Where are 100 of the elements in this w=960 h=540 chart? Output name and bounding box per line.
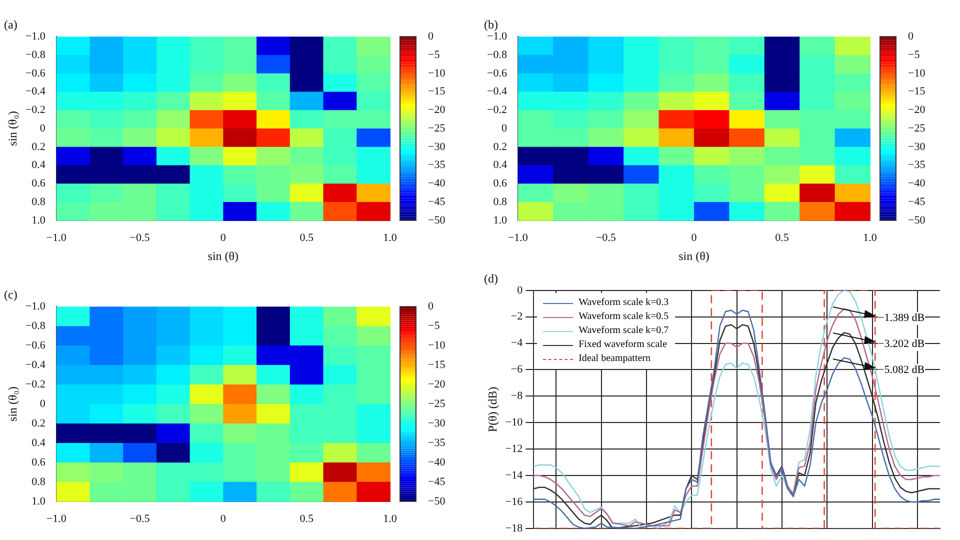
annotation: −5.082 dB: [878, 364, 925, 378]
x-tick-label: −0.5: [130, 232, 150, 244]
color-bar-label: −45: [428, 476, 446, 488]
y-tick-label: 1.0: [32, 495, 46, 508]
y-tick-label: 1.0: [493, 214, 508, 226]
color-bar-label: −10: [428, 67, 446, 80]
color-bar-label: −5: [428, 48, 440, 61]
legend-label: Fixed waveform scale: [578, 338, 667, 352]
y-tick-label: 0.2: [493, 140, 507, 153]
x-tick-label: −0.5: [130, 512, 150, 525]
y-tick-label: −18: [505, 522, 524, 534]
annotation: −1.389 dB: [878, 312, 925, 325]
y-tick-label: −12: [505, 442, 523, 455]
color-bar-label: −25: [428, 122, 446, 134]
y-tick-label: −0.4: [25, 86, 46, 98]
y-tick-label: −8: [510, 390, 524, 402]
y-tick-label: 0.6: [32, 456, 46, 468]
y-tick-label: −16: [505, 496, 524, 508]
x-axis-title: sin (θ): [678, 248, 710, 263]
y-tick-label: −0.8: [25, 48, 46, 61]
color-bar-label: −50: [428, 495, 446, 508]
y-tick-label: 0.4: [493, 159, 508, 172]
y-tick-label: 0: [501, 122, 508, 134]
chart-title: (b): [484, 18, 498, 32]
color-bar-label: −35: [428, 159, 446, 172]
y-tick-label: −14: [505, 469, 524, 482]
y-tick-label: −0.8: [486, 48, 508, 61]
color-bar-label: −50: [908, 214, 926, 226]
y-tick-label: −10: [505, 416, 524, 429]
y-tick-label: −0.6: [486, 67, 508, 80]
y-tick-label: −1.0: [486, 30, 508, 42]
y-tick-label: 0.2: [32, 417, 46, 430]
y-tick-label: 0.4: [32, 159, 46, 172]
y-tick-label: 0.6: [32, 178, 46, 190]
color-bar-label: −45: [428, 196, 446, 208]
y-tick-label: −0.6: [25, 339, 46, 352]
y-tick-label: −0.4: [486, 86, 508, 98]
x-tick-label: 0.5: [300, 512, 314, 525]
x-tick-label: 1.0: [383, 512, 398, 525]
color-bar-label: −30: [428, 140, 446, 153]
x-tick-label: 0: [691, 232, 698, 244]
x-tick-label: 0.5: [775, 232, 790, 244]
y-tick-label: −0.2: [486, 104, 507, 116]
y-tick-label: −0.6: [25, 67, 46, 80]
color-bar-label: −5: [908, 48, 920, 61]
annotation: −3.202 dB: [878, 338, 925, 351]
y-axis-title: P(θ) (dB): [485, 386, 500, 432]
color-bar-label: −15: [908, 86, 926, 98]
legend-label: Waveform scale k=0.3: [578, 296, 669, 310]
x-tick-label: 1.0: [383, 232, 398, 244]
y-tick-label: 0: [40, 398, 46, 410]
color-bar-label: −10: [908, 67, 926, 80]
y-tick-label: 0.4: [32, 436, 46, 449]
y-tick-label: 0.8: [32, 476, 46, 488]
y-tick-label: 1.0: [32, 214, 46, 226]
color-bar-label: −45: [908, 196, 926, 208]
y-axis-title: sin (θ₀): [5, 386, 20, 422]
color-bar-label: −50: [428, 214, 446, 226]
color-bar-label: −35: [428, 436, 446, 449]
x-tick-label: 0.5: [300, 232, 314, 244]
color-bar-label: −30: [428, 417, 446, 430]
color-bar-label: −20: [428, 378, 446, 390]
y-tick-label: 0: [517, 284, 524, 296]
y-tick-label: −0.2: [25, 104, 46, 116]
color-bar-label: −5: [428, 320, 440, 332]
y-tick-label: −1.0: [25, 300, 46, 312]
color-bar-label: 0: [908, 30, 914, 42]
y-tick-label: 0.6: [493, 178, 508, 190]
color-bar-label: −40: [908, 178, 926, 190]
y-tick-label: 0.8: [493, 196, 508, 208]
y-tick-label: −0.4: [25, 358, 46, 371]
x-axis-title: sin (θ): [208, 248, 239, 263]
y-tick-label: −4: [510, 337, 524, 350]
color-bar-label: −25: [428, 398, 446, 410]
color-bar-label: −25: [908, 122, 926, 134]
x-tick-label: 0: [220, 232, 226, 244]
x-tick-label: −0.5: [596, 232, 616, 244]
color-bar-label: −20: [908, 104, 926, 116]
legend-label: Waveform scale k=0.7: [578, 324, 669, 338]
y-tick-label: −1.0: [25, 30, 46, 42]
chart-title: (a): [4, 18, 18, 32]
x-tick-label: 1.0: [863, 232, 878, 244]
y-tick-label: 0: [40, 122, 46, 134]
color-bar-label: −35: [908, 159, 926, 172]
color-bar-label: −10: [428, 339, 446, 352]
color-bar-label: −30: [908, 140, 926, 153]
color-bar-label: −40: [428, 178, 446, 190]
color-bar-label: 0: [428, 300, 434, 312]
y-tick-label: −0.8: [25, 320, 46, 332]
color-bar-label: −40: [428, 456, 446, 468]
chart-title: (d): [484, 271, 498, 286]
chart-title: (c): [4, 288, 18, 302]
color-bar-label: −15: [428, 358, 446, 371]
y-axis-title: sin (θ₀): [5, 111, 20, 146]
color-bar-label: 0: [428, 30, 434, 42]
y-tick-label: −6: [510, 364, 524, 376]
y-tick-label: 0.8: [32, 196, 46, 208]
legend-label: Ideal beampattern: [578, 352, 650, 366]
y-tick-label: −0.2: [25, 378, 46, 390]
legend-label: Waveform scale k=0.5: [578, 310, 669, 324]
